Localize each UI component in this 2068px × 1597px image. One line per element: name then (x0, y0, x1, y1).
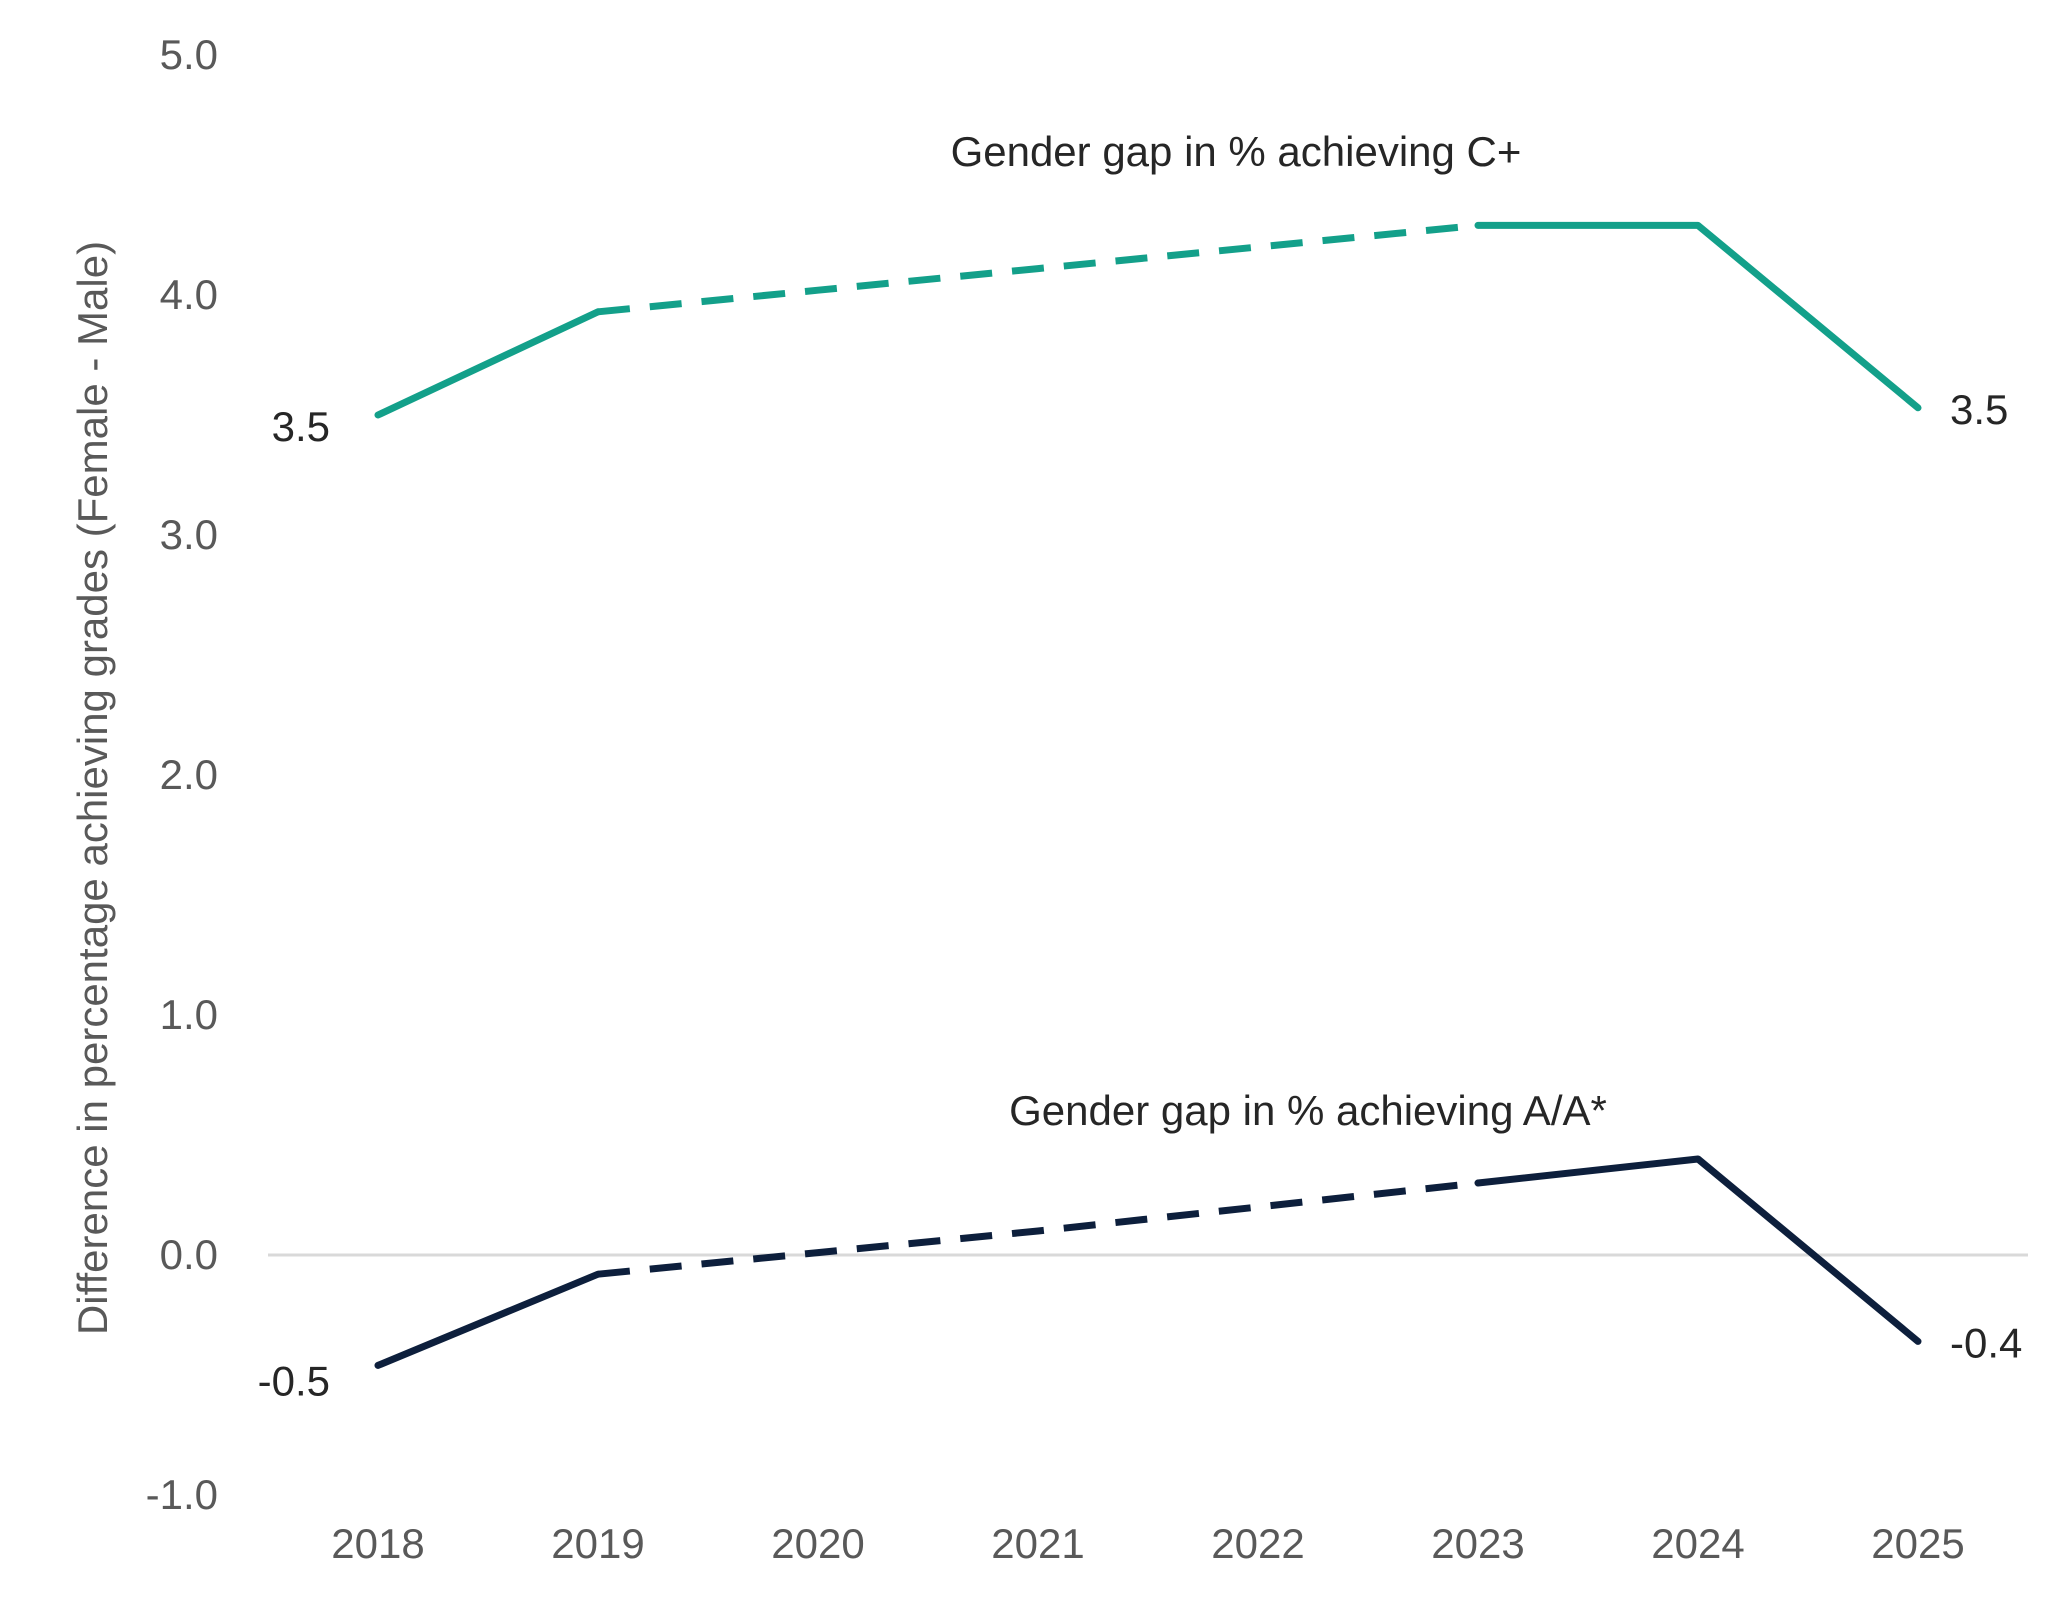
data-labels: 3.5 3.5 -0.5 -0.4 (258, 386, 2023, 1405)
data-label-end: -0.4 (1950, 1319, 2022, 1366)
x-tick-label: 2022 (1211, 1520, 1304, 1567)
x-tick-label: 2025 (1871, 1520, 1964, 1567)
series-1-solid-start (374, 1270, 602, 1369)
series-annotation-a-star: Gender gap in % achieving A/A* (1009, 1087, 1607, 1134)
y-tick-label: 3.0 (160, 511, 218, 558)
y-tick-label: 4.0 (160, 271, 218, 318)
y-tick-label: 1.0 (160, 991, 218, 1038)
data-label-start: 3.5 (272, 403, 330, 450)
x-tick-label: 2018 (331, 1520, 424, 1567)
y-tick-label: 5.0 (160, 31, 218, 78)
y-axis-ticks: -1.0 0.0 1.0 2.0 3.0 4.0 5.0 (146, 31, 218, 1518)
y-axis-label: Difference in percentage achieving grade… (69, 241, 116, 1335)
x-tick-label: 2021 (991, 1520, 1084, 1567)
data-label-end: 3.5 (1950, 386, 2008, 433)
x-axis-ticks: 2018 2019 2020 2021 2022 2023 2024 2025 (331, 1520, 1964, 1567)
x-tick-label: 2020 (771, 1520, 864, 1567)
series-1-dashed (597, 1179, 1479, 1278)
x-tick-label: 2019 (551, 1520, 644, 1567)
series-lines (374, 221, 1922, 1369)
x-tick-label: 2024 (1651, 1520, 1744, 1567)
series-0-dashed (597, 221, 1479, 316)
y-tick-label: 2.0 (160, 751, 218, 798)
series-0-solid-end (1474, 221, 1922, 412)
series-annotation-c-plus: Gender gap in % achieving C+ (951, 128, 1522, 175)
series-0-solid-start (374, 308, 602, 419)
data-label-start: -0.5 (258, 1357, 330, 1404)
series-1-solid-end (1474, 1155, 1922, 1345)
y-tick-label: -1.0 (146, 1471, 218, 1518)
x-tick-label: 2023 (1431, 1520, 1524, 1567)
y-tick-label: 0.0 (160, 1231, 218, 1278)
